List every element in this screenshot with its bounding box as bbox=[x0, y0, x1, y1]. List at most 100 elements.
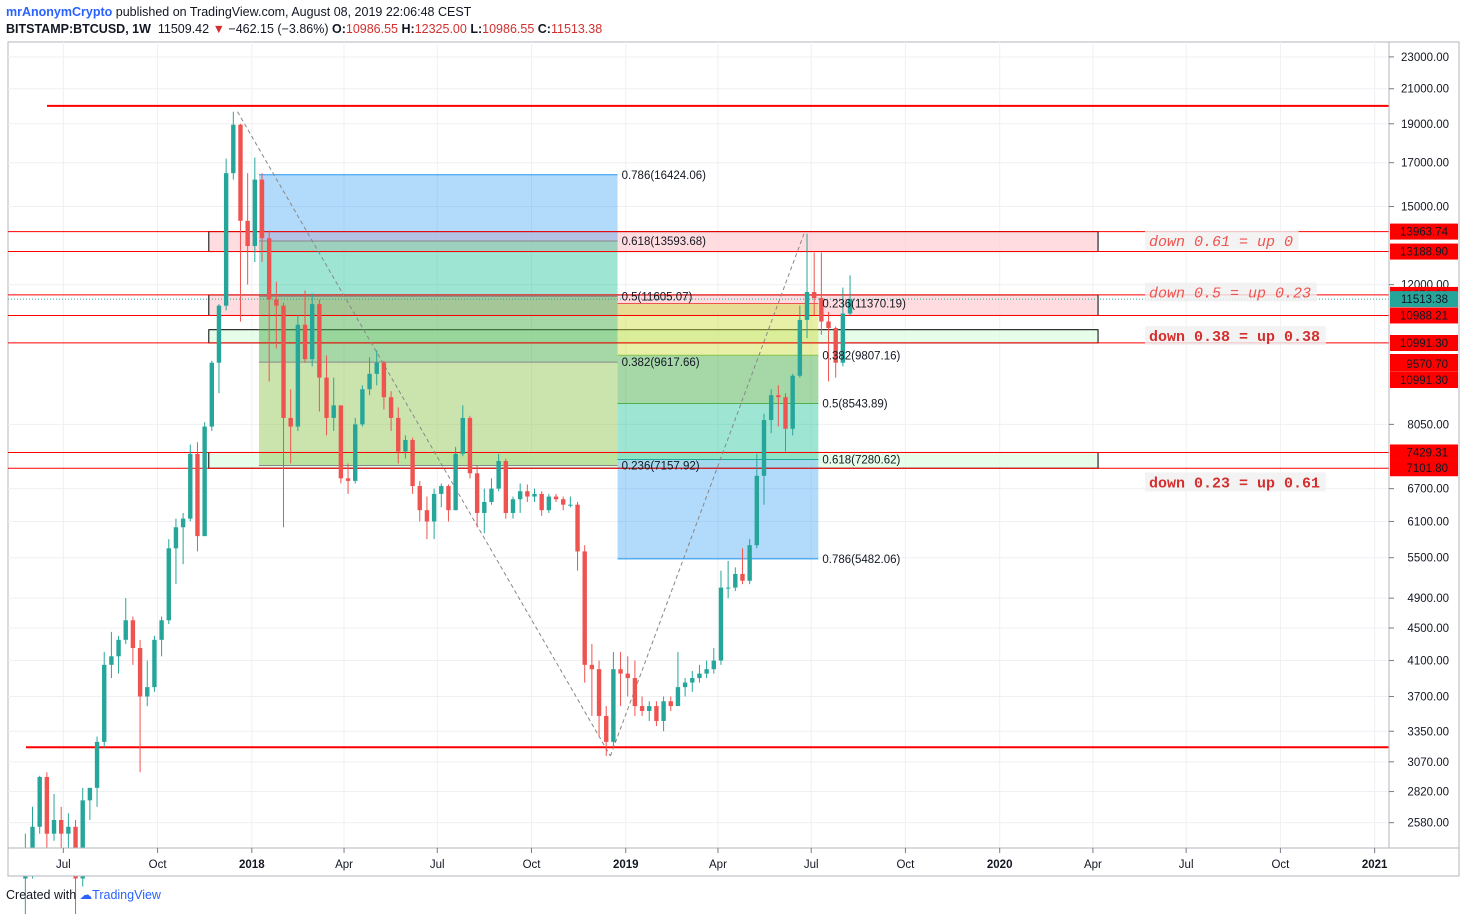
y-tick-label: 4500.00 bbox=[1407, 623, 1449, 635]
price-tag-label: 10991.30 bbox=[1400, 375, 1448, 387]
y-tick-label: 6100.00 bbox=[1407, 516, 1449, 528]
candle-body bbox=[553, 496, 559, 500]
candle-body bbox=[840, 313, 846, 363]
x-tick-label: 2018 bbox=[239, 859, 265, 871]
candle-body bbox=[331, 405, 336, 418]
fib-level-label: 0.786(5482.06) bbox=[822, 554, 900, 566]
x-tick-label: Oct bbox=[523, 859, 542, 871]
candle-body bbox=[274, 299, 279, 306]
candle-body bbox=[137, 647, 143, 697]
zone-label-bg bbox=[1145, 282, 1317, 302]
price-tag bbox=[1390, 307, 1458, 324]
x-tick-label: Jul bbox=[56, 859, 71, 871]
price-tag-label: 11513.38 bbox=[1401, 294, 1448, 306]
x-tick-label: Jul bbox=[1179, 859, 1194, 871]
candle-body bbox=[539, 493, 544, 511]
candle-body bbox=[51, 819, 57, 834]
candle-body bbox=[166, 548, 171, 621]
y-tick-label: 21000.00 bbox=[1401, 84, 1449, 96]
x-tick-label: Jul bbox=[430, 859, 445, 871]
y-tick-label: 8050.00 bbox=[1407, 419, 1449, 431]
fib-band bbox=[617, 403, 819, 460]
candle-body bbox=[460, 417, 465, 454]
candle-body bbox=[195, 453, 200, 537]
price-tag bbox=[1390, 355, 1458, 372]
y-tick-label: 23000.00 bbox=[1401, 52, 1449, 64]
close-label: C: bbox=[537, 22, 551, 36]
candle-body bbox=[159, 620, 164, 640]
tradingview-logo-icon: ☁ bbox=[79, 888, 93, 902]
open-label: O: bbox=[331, 22, 346, 36]
candle-body bbox=[345, 478, 351, 481]
high-value: 12325.00 bbox=[414, 22, 467, 36]
last-price: 11509.42 bbox=[157, 22, 210, 36]
candle-body bbox=[231, 124, 236, 174]
candle-body bbox=[589, 664, 595, 670]
zone-label: down 0.61 = up 0 bbox=[1149, 234, 1293, 251]
candle-body bbox=[503, 461, 509, 513]
candle-body bbox=[496, 461, 501, 489]
zone-label-bg bbox=[1145, 472, 1326, 492]
x-tick-label: 2020 bbox=[987, 859, 1013, 871]
candle-body bbox=[245, 220, 250, 247]
candle-body bbox=[145, 687, 150, 697]
candle-body bbox=[388, 397, 394, 418]
candle-body bbox=[467, 417, 473, 474]
fib-band bbox=[617, 355, 819, 404]
candle-body bbox=[747, 545, 752, 581]
y-tick-label: 17000.00 bbox=[1401, 158, 1449, 170]
candle-body bbox=[847, 299, 853, 314]
candle-body bbox=[223, 173, 229, 306]
price-tag-label: 7429.31 bbox=[1406, 447, 1448, 459]
price-tag-label: 7101.80 bbox=[1406, 463, 1448, 475]
x-tick-label: Oct bbox=[149, 859, 168, 871]
candle-body bbox=[266, 238, 272, 300]
candle-body bbox=[446, 486, 451, 511]
candle-body bbox=[661, 701, 666, 721]
fib-level-label: 0.786(16424.06) bbox=[622, 170, 707, 182]
candle-body bbox=[102, 664, 107, 742]
candle-body bbox=[281, 305, 286, 418]
candle-body bbox=[826, 321, 831, 329]
candle-body bbox=[424, 510, 430, 522]
candle-body bbox=[87, 787, 93, 801]
fib-level-label: 0.5(11605.07) bbox=[622, 291, 693, 303]
candle-body bbox=[668, 701, 673, 707]
candle-body bbox=[374, 362, 379, 374]
candle-body bbox=[317, 304, 322, 378]
price-tag bbox=[1390, 291, 1458, 308]
candle-body bbox=[560, 499, 566, 505]
price-tag bbox=[1390, 223, 1458, 240]
publish-line: mrAnonymCrypto published on TradingView.… bbox=[6, 4, 602, 21]
candle-body bbox=[238, 124, 243, 221]
open-value: 10986.55 bbox=[345, 22, 399, 36]
candle-body bbox=[381, 362, 387, 398]
candle-body bbox=[474, 473, 480, 513]
x-tick-label: Apr bbox=[1084, 859, 1102, 871]
candle-body bbox=[625, 673, 630, 679]
fibonacci-labels: 0.786(16424.06) 0.618(13593.68) 0.5(11605.… bbox=[622, 170, 907, 566]
candle-body bbox=[324, 377, 329, 418]
zone-label: down 0.23 = up 0.61 bbox=[1149, 475, 1320, 492]
candle-body bbox=[776, 395, 781, 398]
y-tick-label: 3700.00 bbox=[1407, 691, 1449, 703]
candle-body bbox=[697, 673, 702, 679]
x-tick-label: 2021 bbox=[1362, 859, 1388, 871]
candle-body bbox=[295, 324, 301, 427]
fib-band bbox=[258, 362, 618, 466]
y-tick-label: 4100.00 bbox=[1407, 656, 1449, 668]
author-link[interactable]: mrAnonymCrypto bbox=[6, 5, 113, 19]
high-label: H: bbox=[401, 22, 415, 36]
candle-body bbox=[690, 678, 695, 683]
candle-body bbox=[761, 420, 767, 476]
candle-body bbox=[582, 551, 587, 665]
tradingview-brand[interactable]: TradingView bbox=[92, 888, 161, 902]
candle-body bbox=[568, 504, 573, 506]
candle-body bbox=[439, 486, 444, 494]
candle-body bbox=[611, 669, 616, 742]
y-tick-label: 2580.00 bbox=[1407, 818, 1449, 830]
candle-body bbox=[790, 375, 795, 429]
candle-body bbox=[288, 417, 293, 427]
price-tag bbox=[1390, 372, 1458, 388]
